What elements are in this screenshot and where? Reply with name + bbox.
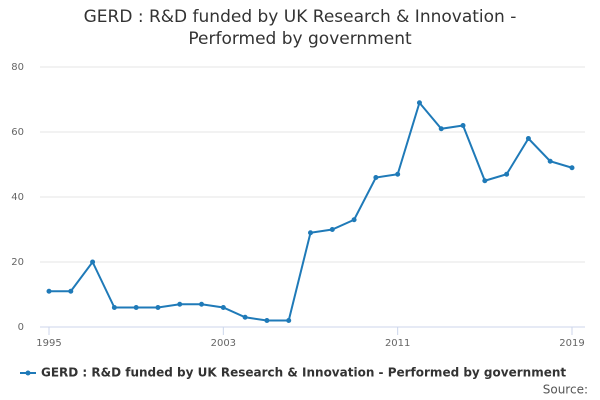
point [264, 318, 270, 323]
point [46, 288, 52, 294]
point [220, 305, 226, 310]
point [525, 136, 531, 141]
point [329, 227, 335, 232]
x-tick-label: 1995 [36, 338, 61, 349]
y-tick-label: 80 [11, 62, 24, 73]
line [49, 100, 573, 322]
point [438, 126, 444, 132]
legend-label: GERD : R&D funded by UK Research & Innov… [41, 366, 566, 380]
chart-title: GERD : R&D funded by UK Research & Innov… [83, 7, 517, 49]
point [547, 158, 553, 164]
point [351, 217, 357, 223]
point [308, 230, 313, 236]
point [177, 301, 183, 307]
point [504, 171, 510, 177]
source: Source: [543, 383, 588, 397]
point [286, 318, 292, 323]
x-tick-label: 2019 [559, 338, 584, 349]
point [569, 165, 575, 171]
point [111, 305, 117, 310]
point [242, 314, 248, 320]
point [133, 305, 139, 310]
legend-symbol [25, 370, 31, 376]
point [460, 123, 466, 128]
point [416, 100, 422, 106]
point [90, 259, 96, 265]
x-tick-label: 2003 [211, 338, 236, 349]
y-tick-label: 40 [11, 192, 24, 203]
point [155, 305, 161, 310]
y-tick-label: 60 [11, 127, 24, 138]
point [395, 171, 401, 177]
point [373, 175, 379, 180]
y-tick-label: 20 [11, 257, 24, 268]
point [68, 288, 74, 294]
point [482, 178, 488, 184]
point [199, 301, 205, 307]
x-tick-label: 2011 [385, 338, 410, 349]
y-tick-label: 0 [18, 322, 24, 333]
